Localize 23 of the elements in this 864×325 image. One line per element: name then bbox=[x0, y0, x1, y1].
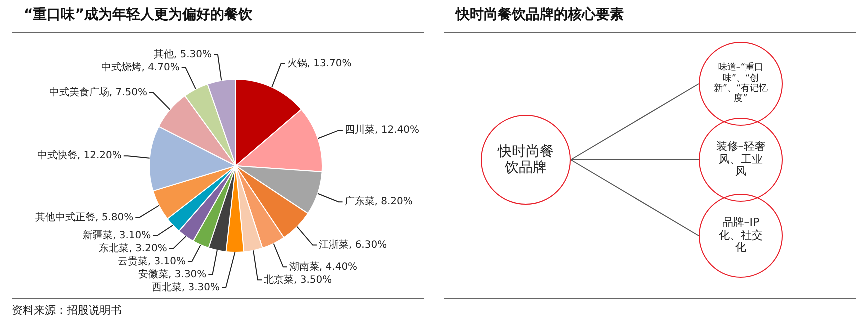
slice-label: 江浙菜, 6.30% bbox=[318, 238, 388, 251]
slice-label: 中式快餐, 12.20% bbox=[37, 150, 122, 162]
circle-node: 快时尚餐饮品牌 bbox=[481, 115, 571, 205]
slice-label: 中式烧烤, 4.70% bbox=[102, 62, 180, 74]
slice-label: 其他中式正餐, 5.80% bbox=[36, 211, 134, 224]
slice-label: 中式美食广场, 7.50% bbox=[49, 86, 148, 99]
slice-label: 西北菜, 3.30% bbox=[152, 282, 220, 294]
slice-label: 云贵菜, 3.10% bbox=[118, 256, 186, 268]
slice-label: 安徽菜, 3.30% bbox=[138, 268, 207, 281]
slice-label: 火锅, 13.70% bbox=[287, 57, 352, 70]
slice-label: 广东菜, 8.20% bbox=[344, 196, 413, 208]
circle-node: 装修–轻奢风、工业风 bbox=[699, 118, 783, 202]
chart-title: “重口味”成为年轻人更为偏好的餐饮 bbox=[24, 6, 252, 24]
circle-node: 品牌–IP化、社交化 bbox=[699, 194, 783, 278]
circle-node: 味道–“重口味”、“创新”、“有记忆度” bbox=[699, 42, 783, 126]
slice-label: 四川菜, 12.40% bbox=[344, 124, 420, 136]
slice-label: 湖南菜, 4.40% bbox=[289, 260, 358, 273]
slice-label: 新疆菜, 3.10% bbox=[83, 230, 152, 242]
text: 快时尚餐饮品牌的核心要素 bbox=[456, 6, 624, 24]
slice-label: 其他, 5.30% bbox=[154, 48, 212, 61]
slice-label: 北京菜, 3.50% bbox=[264, 274, 332, 286]
slice-label: 东北菜, 3.20% bbox=[99, 242, 168, 255]
text: 资料来源：招股说明书 bbox=[12, 303, 122, 318]
